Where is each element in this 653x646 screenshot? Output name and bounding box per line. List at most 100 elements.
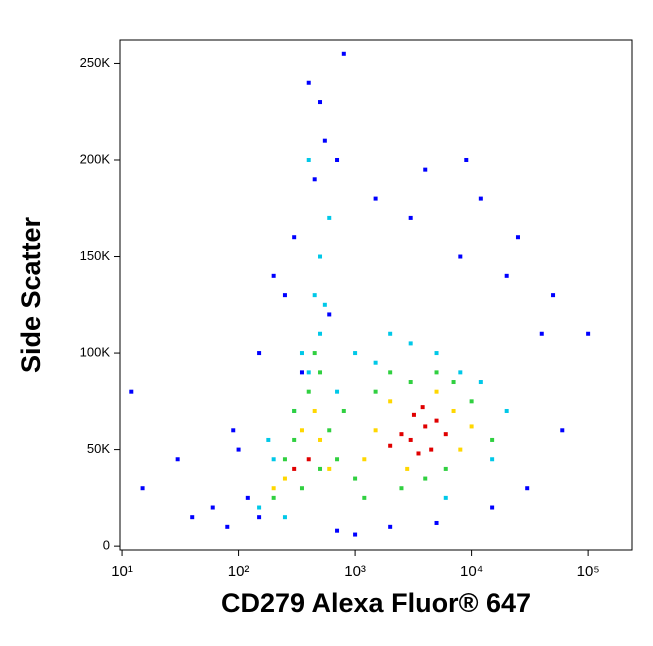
point: [312, 293, 317, 298]
point: [312, 177, 317, 182]
point: [327, 215, 332, 220]
point: [411, 412, 416, 417]
point: [490, 457, 495, 462]
y-tick-label: 150K: [80, 248, 111, 263]
x-tick-label: 10²: [228, 563, 250, 580]
point: [327, 428, 332, 433]
point: [257, 505, 262, 510]
point: [335, 528, 340, 533]
point: [388, 443, 393, 448]
point: [423, 476, 428, 481]
point: [271, 457, 276, 462]
point: [292, 437, 297, 442]
point: [373, 360, 378, 365]
y-axis-title: Side Scatter: [16, 216, 46, 373]
plot-frame: [119, 39, 633, 551]
point: [299, 486, 304, 491]
point: [236, 447, 241, 452]
point: [318, 466, 323, 471]
point: [408, 380, 413, 385]
point: [362, 495, 367, 500]
point: [312, 408, 317, 413]
point: [335, 457, 340, 462]
point: [210, 505, 215, 510]
point: [353, 351, 358, 356]
point: [429, 447, 434, 452]
point: [306, 80, 311, 85]
point: [362, 457, 367, 462]
point: [515, 235, 520, 240]
point: [140, 486, 145, 491]
point: [388, 331, 393, 336]
point: [443, 495, 448, 500]
point: [434, 418, 439, 423]
y-tick-label: 250K: [80, 55, 111, 70]
point: [271, 495, 276, 500]
point: [586, 331, 591, 336]
point: [458, 254, 463, 259]
y-tick-label: 200K: [80, 151, 111, 166]
point: [322, 138, 327, 143]
point: [282, 457, 287, 462]
point: [175, 457, 180, 462]
point: [245, 495, 250, 500]
point: [318, 370, 323, 375]
point: [399, 432, 404, 437]
point: [341, 51, 346, 56]
point: [443, 432, 448, 437]
x-axis-title: CD279 Alexa Fluor® 647: [221, 588, 531, 618]
point: [353, 476, 358, 481]
point: [490, 437, 495, 442]
point: [299, 351, 304, 356]
point: [318, 331, 323, 336]
point: [335, 157, 340, 162]
x-tick-label: 10¹: [111, 563, 133, 580]
point: [504, 273, 509, 278]
point: [423, 167, 428, 172]
point: [306, 370, 311, 375]
point: [525, 486, 530, 491]
point: [282, 476, 287, 481]
point: [443, 466, 448, 471]
point: [190, 515, 195, 520]
point: [266, 437, 271, 442]
point: [399, 486, 404, 491]
point: [292, 235, 297, 240]
point: [388, 399, 393, 404]
point: [408, 437, 413, 442]
point: [257, 351, 262, 356]
point: [318, 100, 323, 105]
point: [539, 331, 544, 336]
point: [312, 351, 317, 356]
point: [469, 424, 474, 429]
point: [490, 505, 495, 510]
x-tick-label: 10⁴: [460, 563, 483, 580]
point: [434, 389, 439, 394]
point: [292, 408, 297, 413]
point: [451, 380, 456, 385]
point: [257, 515, 262, 520]
point: [373, 389, 378, 394]
point: [451, 408, 456, 413]
point: [299, 370, 304, 375]
point: [408, 215, 413, 220]
x-tick-label: 10⁵: [577, 563, 600, 580]
point: [299, 428, 304, 433]
point: [318, 254, 323, 259]
point: [341, 408, 346, 413]
y-tick-label: 50K: [87, 441, 110, 456]
point: [373, 196, 378, 201]
point: [271, 273, 276, 278]
point: [335, 389, 340, 394]
point: [408, 341, 413, 346]
point: [388, 524, 393, 529]
point: [306, 157, 311, 162]
point: [373, 428, 378, 433]
point: [420, 405, 425, 410]
point: [231, 428, 236, 433]
point: [434, 370, 439, 375]
point: [282, 293, 287, 298]
point: [469, 399, 474, 404]
y-tick-label: 100K: [80, 344, 111, 359]
